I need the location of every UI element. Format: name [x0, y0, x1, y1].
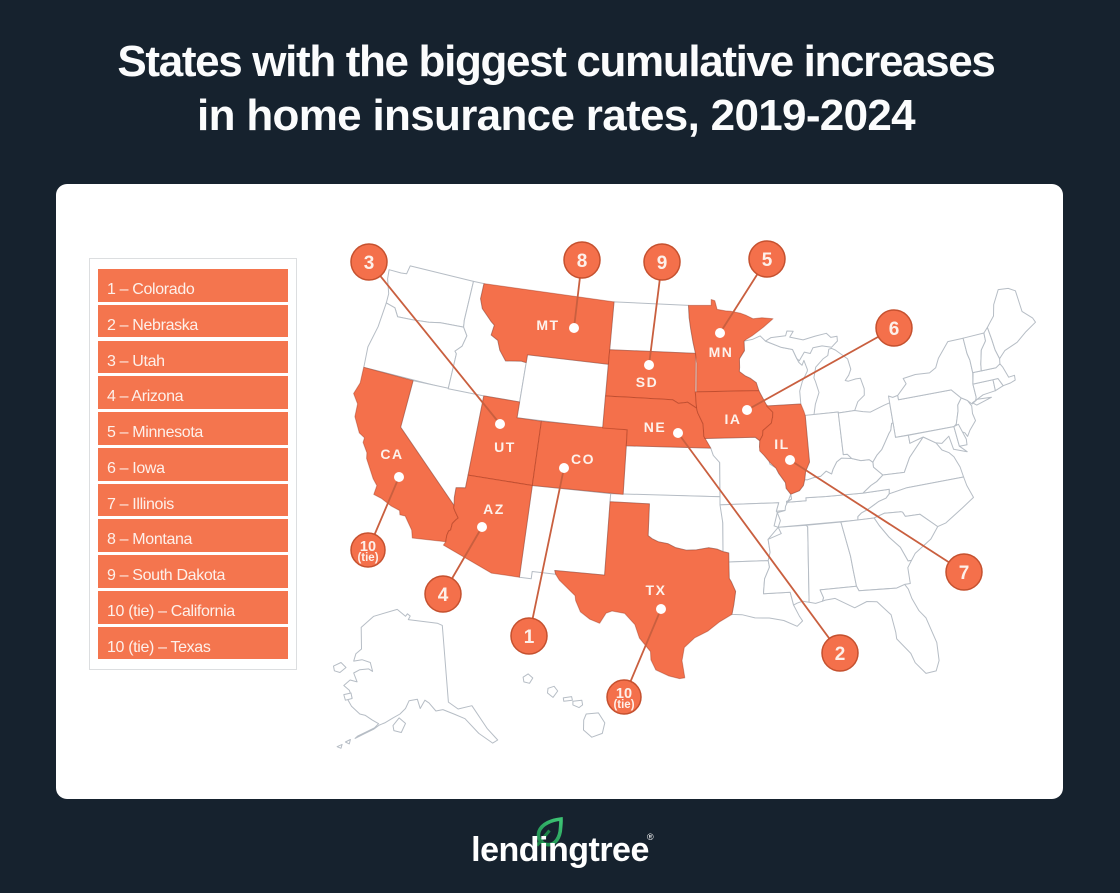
svg-text:4: 4 — [438, 585, 449, 606]
svg-text:(tie): (tie) — [357, 552, 378, 564]
svg-text:5: 5 — [762, 250, 773, 271]
svg-text:1: 1 — [524, 627, 535, 648]
svg-text:SD: SD — [636, 374, 658, 390]
svg-text:8: 8 — [577, 251, 588, 272]
svg-text:UT: UT — [494, 439, 516, 455]
svg-text:CA: CA — [380, 446, 403, 462]
svg-text:CO: CO — [571, 451, 595, 467]
svg-text:AZ: AZ — [483, 501, 505, 517]
svg-text:lendingtree: lendingtree — [471, 831, 649, 869]
svg-text:7: 7 — [959, 563, 970, 584]
svg-text:3: 3 — [364, 253, 375, 274]
svg-text:IA: IA — [725, 411, 742, 427]
svg-text:®: ® — [647, 832, 654, 842]
svg-text:NE: NE — [644, 419, 666, 435]
svg-text:10: 10 — [360, 539, 376, 555]
svg-text:(tie): (tie) — [613, 699, 634, 711]
svg-text:TX: TX — [646, 582, 667, 598]
svg-text:10: 10 — [616, 686, 632, 702]
svg-text:MT: MT — [536, 317, 559, 333]
svg-text:2: 2 — [835, 644, 846, 665]
svg-text:9: 9 — [657, 253, 668, 274]
svg-text:6: 6 — [889, 319, 900, 340]
svg-text:MN: MN — [709, 344, 734, 360]
svg-text:IL: IL — [774, 436, 789, 452]
